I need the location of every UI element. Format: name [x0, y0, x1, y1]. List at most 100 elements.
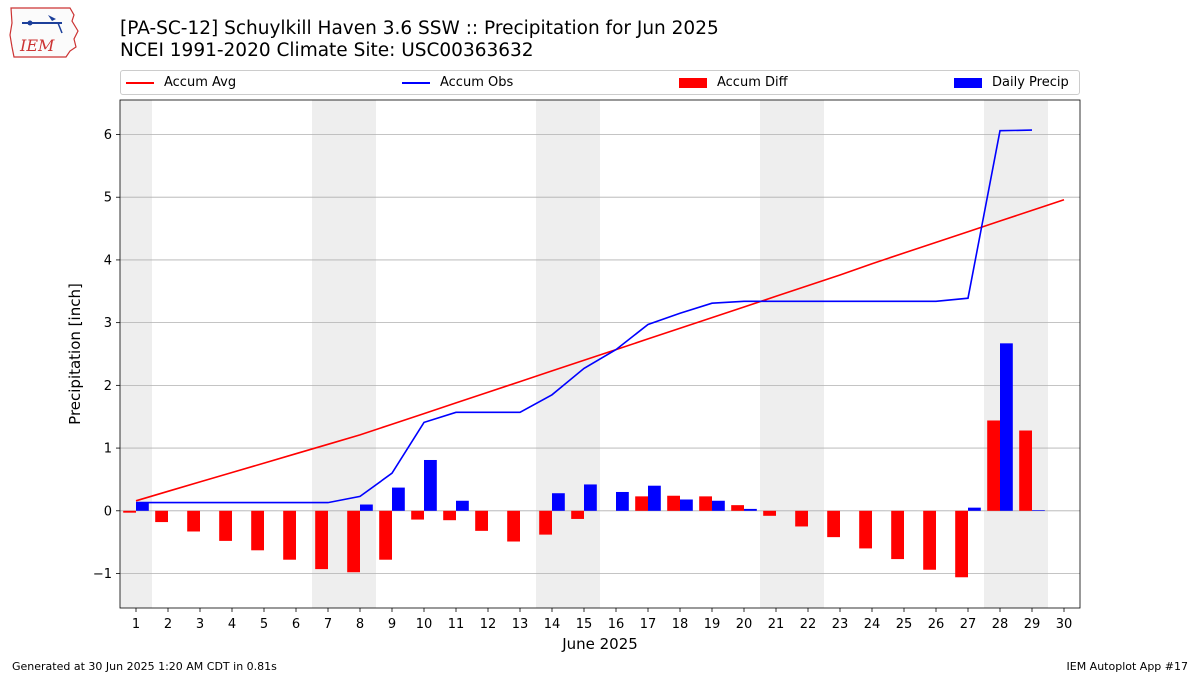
x-tick-label: 9	[388, 617, 396, 632]
x-axis-label: June 2025	[561, 635, 638, 653]
x-tick-label: 12	[480, 617, 497, 632]
daily-precip-bar-day-11	[456, 500, 469, 511]
x-tick-label: 25	[896, 617, 913, 632]
accum-diff-bar-day-26	[923, 510, 936, 570]
legend-item-accum-diff: Accum Diff	[679, 71, 788, 94]
weekend-shade-day-22	[792, 100, 824, 608]
gridlines	[120, 134, 1080, 574]
daily-precip-bar-day-16	[616, 491, 629, 511]
accum-diff-bar-day-6	[283, 510, 296, 560]
x-tick-label: 7	[324, 617, 332, 632]
accum-diff-bar-day-12	[475, 510, 488, 531]
legend-swatch-accum-diff	[679, 77, 707, 88]
accum-diff-bar-day-3	[187, 510, 200, 532]
x-tick-label: 11	[448, 617, 465, 632]
y-tick-label: −1	[93, 567, 112, 582]
x-tick-label: 13	[512, 617, 529, 632]
x-tick-label: 29	[1024, 617, 1041, 632]
x-tick-label: 8	[356, 617, 364, 632]
legend-item-accum-avg: Accum Avg	[126, 71, 236, 94]
accum-diff-bar-day-2	[155, 510, 168, 523]
line-accum-obs	[136, 129, 1033, 504]
x-tick-label: 16	[608, 617, 625, 632]
daily-precip-bar-day-8	[360, 504, 373, 511]
accum-diff-bar-day-13	[507, 510, 520, 542]
plot-frame	[119, 99, 1081, 609]
accum-diff-bar-day-14	[539, 510, 552, 535]
accum-diff-bar-day-1	[123, 510, 136, 513]
accum-diff-bar-day-23	[827, 510, 840, 538]
weekend-shade-day-21	[760, 100, 792, 608]
legend-swatch-daily-precip	[954, 77, 982, 88]
accum-diff-bar-day-17	[635, 496, 648, 511]
daily-precip-bar-day-20	[744, 508, 757, 511]
accum-diff-bar-day-15	[571, 510, 584, 519]
daily-precip-bar-day-15	[584, 484, 597, 511]
x-tick-label: 14	[544, 617, 561, 632]
x-tick-label: 30	[1056, 617, 1073, 632]
accum-diff-bar-day-27	[955, 510, 968, 578]
accum-diff-bar-day-20	[731, 505, 744, 511]
x-tick-label: 18	[672, 617, 689, 632]
accum-diff-bar-day-24	[859, 510, 872, 549]
daily-precip-bar-day-9	[392, 487, 405, 511]
accum-diff-bar-day-25	[891, 510, 904, 560]
chart-title: [PA-SC-12] Schuylkill Haven 3.6 SSW :: P…	[120, 18, 719, 39]
daily-precip-bar-day-29	[1032, 510, 1045, 511]
line-accum-avg	[135, 198, 1065, 502]
footer-generated: Generated at 30 Jun 2025 1:20 AM CDT in …	[12, 660, 277, 673]
accum-diff-bar-day-7	[315, 510, 328, 570]
lines	[135, 129, 1065, 504]
weekend-shading	[120, 100, 1048, 608]
x-tick-label: 10	[416, 617, 433, 632]
logo-text: IEM	[19, 36, 55, 55]
x-tick-label: 28	[992, 617, 1009, 632]
weekend-shade-day-29	[1016, 100, 1048, 608]
accum-diff-bar-day-18	[667, 495, 680, 511]
y-tick-label: 1	[104, 442, 112, 457]
chart-subtitle: NCEI 1991-2020 Climate Site: USC00363632	[120, 40, 534, 61]
legend-label-accum-obs: Accum Obs	[440, 75, 514, 90]
accum-diff-bar-day-5	[251, 510, 264, 551]
daily-precip-bar-day-18	[680, 499, 693, 511]
daily-precip-bar-day-19	[712, 500, 725, 511]
y-tick-label: 2	[104, 379, 112, 394]
legend-swatch-accum-obs	[402, 81, 430, 84]
accum-diff-bar-day-8	[347, 510, 360, 573]
legend-item-accum-obs: Accum Obs	[402, 71, 513, 94]
y-tick-label: 5	[104, 191, 112, 206]
x-tick-label: 23	[832, 617, 849, 632]
x-tick-label: 24	[864, 617, 881, 632]
x-tick-label: 20	[736, 617, 753, 632]
x-tick-label: 17	[640, 617, 657, 632]
iem-logo: IEM	[8, 5, 80, 59]
x-tick-label: 3	[196, 617, 204, 632]
accum-diff-bar-day-21	[763, 510, 776, 516]
accum-diff-bar-day-11	[443, 510, 456, 521]
daily-precip-bar-day-27	[968, 507, 981, 511]
y-tick-label: 6	[104, 128, 112, 143]
accum-diff-bar-day-22	[795, 510, 808, 527]
x-tick-label: 21	[768, 617, 785, 632]
x-tick-label: 27	[960, 617, 977, 632]
daily-precip-bar-day-28	[1000, 343, 1013, 511]
daily-precip-bar-day-10	[424, 459, 437, 511]
x-tick-label: 26	[928, 617, 945, 632]
legend-swatch-accum-avg	[126, 81, 154, 84]
x-tick-label: 1	[132, 617, 140, 632]
weekend-shade-day-1	[120, 100, 152, 608]
accum-diff-bar-day-4	[219, 510, 232, 541]
y-axis-label: Precipitation [inch]	[66, 283, 84, 425]
x-tick-label: 15	[576, 617, 593, 632]
weekend-shade-day-15	[568, 100, 600, 608]
accum-diff-bar-day-28	[987, 420, 1000, 511]
y-tick-label: 3	[104, 316, 112, 331]
accum-diff-bar-day-29	[1019, 430, 1032, 511]
y-tick-label: 4	[104, 253, 112, 268]
accum-diff-bar-day-10	[411, 510, 424, 520]
x-tick-label: 2	[164, 617, 172, 632]
legend-label-daily-precip: Daily Precip	[992, 75, 1069, 90]
accum-diff-bar-day-9	[379, 510, 392, 560]
